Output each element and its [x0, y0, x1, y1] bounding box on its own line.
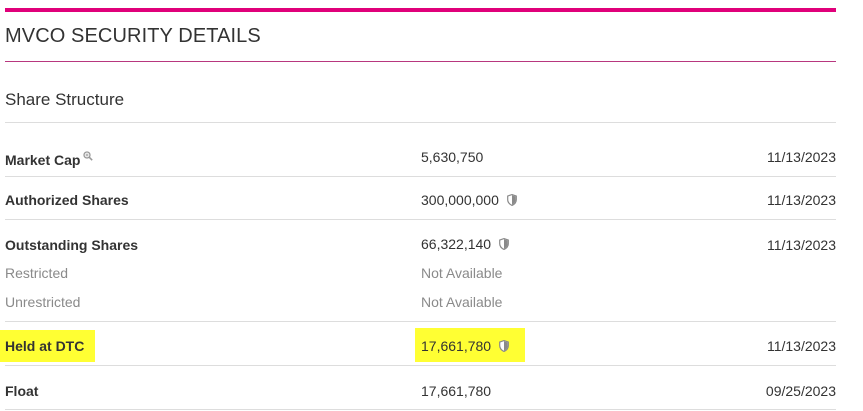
row-label: Market Cap — [5, 152, 81, 168]
divider — [5, 409, 836, 410]
share-structure-heading: Share Structure — [5, 90, 125, 109]
section-title: MVCO SECURITY DETAILS — [5, 25, 261, 47]
row-label: Unrestricted — [5, 294, 81, 310]
row-label: Authorized Shares — [5, 192, 129, 208]
row-value: Not Available — [421, 265, 503, 281]
divider — [5, 321, 836, 322]
magnifier-icon[interactable] — [83, 148, 94, 164]
row-date: 11/13/2023 — [766, 149, 836, 165]
shield-icon[interactable] — [506, 193, 517, 209]
title-divider — [5, 61, 836, 62]
row-value: 17,661,780 — [421, 338, 492, 354]
divider — [5, 219, 836, 220]
row-label: Restricted — [5, 265, 69, 281]
divider — [5, 176, 836, 177]
row-date: 09/25/2023 — [765, 383, 836, 399]
row-value: Not Available — [421, 294, 503, 310]
row-date: 11/13/2023 — [766, 338, 836, 354]
shield-icon[interactable] — [499, 237, 509, 253]
row-date: 11/13/2023 — [766, 237, 836, 253]
shield-icon[interactable] — [499, 339, 509, 355]
row-label: Outstanding Shares — [5, 237, 139, 253]
highlight-marker — [0, 330, 95, 362]
row-value: 300,000,000 — [421, 192, 499, 208]
row-value: 5,630,750 — [421, 149, 484, 165]
row-label: Float — [5, 383, 39, 399]
row-label: Held at DTC — [5, 338, 85, 354]
divider — [5, 365, 836, 366]
row-date: 11/13/2023 — [766, 192, 836, 208]
row-value: 66,322,140 — [421, 236, 492, 252]
accent-bar — [5, 8, 836, 12]
divider — [5, 122, 836, 123]
row-value: 17,661,780 — [421, 383, 492, 399]
